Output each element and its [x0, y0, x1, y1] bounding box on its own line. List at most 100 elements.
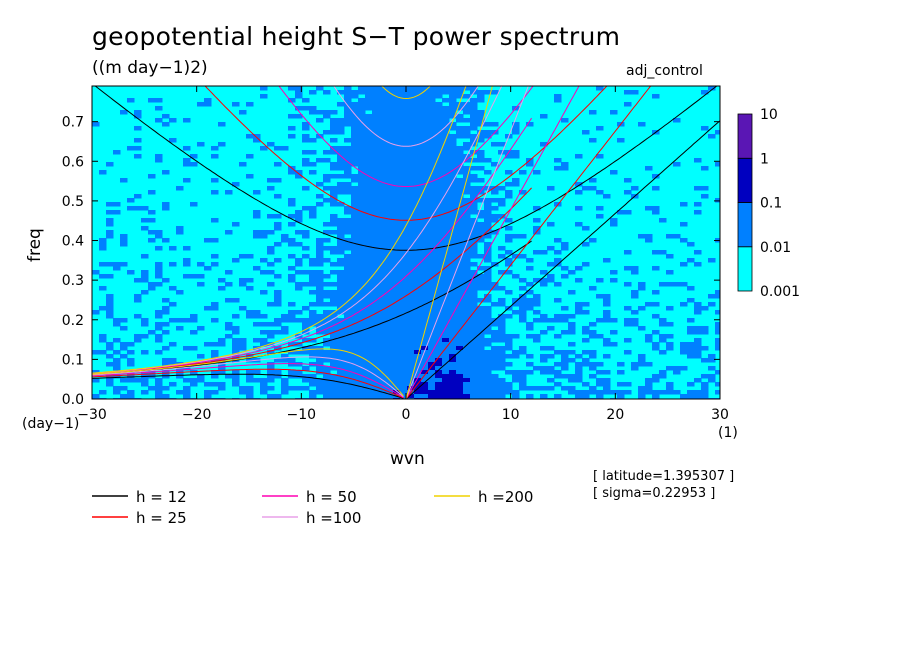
field-cell [421, 234, 429, 239]
field-cell [414, 270, 422, 275]
field-cell [449, 342, 457, 347]
field-cell [491, 330, 499, 335]
field-cell [442, 382, 450, 387]
field-cell [589, 110, 597, 115]
field-cell [246, 174, 254, 179]
field-cell [393, 350, 401, 355]
field-cell [407, 266, 415, 271]
field-cell [386, 286, 394, 291]
field-cell [470, 318, 478, 323]
field-cell [414, 90, 422, 95]
field-cell [421, 94, 429, 99]
field-cell [365, 98, 373, 103]
field-cell [484, 170, 492, 175]
field-cell [442, 194, 450, 199]
field-cell [169, 262, 177, 267]
field-cell [393, 170, 401, 175]
field-cell [463, 290, 471, 295]
field-cell [393, 162, 401, 167]
field-cell [218, 142, 226, 147]
field-cell [274, 394, 282, 399]
field-cell [358, 346, 366, 351]
field-cell [400, 94, 408, 99]
field-cell [554, 382, 562, 387]
field-cell [575, 190, 583, 195]
field-cell [463, 134, 471, 139]
field-cell [379, 166, 387, 171]
field-cell [526, 122, 534, 127]
field-cell [484, 202, 492, 207]
field-cell [372, 134, 380, 139]
field-cell [421, 326, 429, 331]
field-cell [344, 366, 352, 371]
field-cell [176, 318, 184, 323]
field-cell [211, 178, 219, 183]
field-cell [484, 322, 492, 327]
field-cell [344, 310, 352, 315]
field-cell [435, 90, 443, 95]
field-cell [379, 358, 387, 363]
field-cell [407, 254, 415, 259]
field-cell [687, 342, 695, 347]
field-cell [372, 326, 380, 331]
field-cell [407, 102, 415, 107]
field-cell [435, 210, 443, 215]
field-cell [267, 350, 275, 355]
field-cell [498, 246, 506, 251]
field-cell [470, 98, 478, 103]
field-cell [470, 358, 478, 363]
field-cell [148, 330, 156, 335]
field-cell [365, 282, 373, 287]
field-cell [442, 206, 450, 211]
field-cell [379, 222, 387, 227]
field-cell [358, 90, 366, 95]
legend-label: h = 25 [136, 509, 187, 527]
field-cell [407, 158, 415, 163]
field-cell [715, 370, 720, 375]
field-cell [512, 234, 520, 239]
field-cell [442, 298, 450, 303]
field-cell [386, 98, 394, 103]
field-cell [379, 98, 387, 103]
field-cell [484, 242, 492, 247]
field-cell [400, 386, 408, 391]
field-cell [568, 314, 576, 319]
field-cell [323, 282, 331, 287]
field-cell [505, 270, 513, 275]
field-cell [519, 314, 527, 319]
x-axis-unit-right: (1) [718, 425, 738, 441]
field-cell [92, 122, 100, 127]
field-cell [379, 142, 387, 147]
field-cell [351, 318, 359, 323]
field-cell [127, 358, 135, 363]
field-cell [106, 218, 114, 223]
field-cell [708, 378, 716, 383]
field-cell [414, 122, 422, 127]
field-cell [330, 298, 338, 303]
field-cell [435, 298, 443, 303]
field-cell [393, 150, 401, 155]
field-cell [582, 382, 590, 387]
field-cell [407, 350, 415, 355]
field-cell [582, 242, 590, 247]
field-cell [456, 186, 464, 191]
field-cell [484, 158, 492, 163]
field-cell [666, 282, 674, 287]
field-cell [701, 326, 709, 331]
field-cell [554, 334, 562, 339]
field-cell [372, 334, 380, 339]
field-cell [379, 182, 387, 187]
field-cell [498, 302, 506, 307]
field-cell [442, 354, 450, 359]
field-cell [309, 210, 317, 215]
field-cell [456, 338, 464, 343]
field-cell [638, 234, 646, 239]
field-cell [701, 306, 709, 311]
field-cell [673, 162, 681, 167]
field-cell [428, 102, 436, 107]
field-cell [456, 282, 464, 287]
field-cell [449, 334, 457, 339]
field-cell [386, 122, 394, 127]
field-cell [372, 354, 380, 359]
field-cell [449, 290, 457, 295]
